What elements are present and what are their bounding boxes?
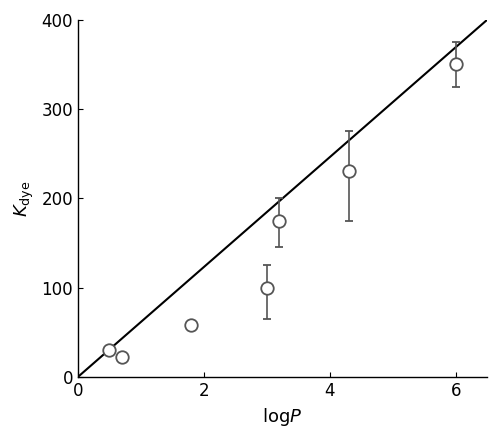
Y-axis label: $K_\mathrm{dye}$: $K_\mathrm{dye}$ <box>12 180 36 216</box>
X-axis label: log$P$: log$P$ <box>262 406 303 428</box>
